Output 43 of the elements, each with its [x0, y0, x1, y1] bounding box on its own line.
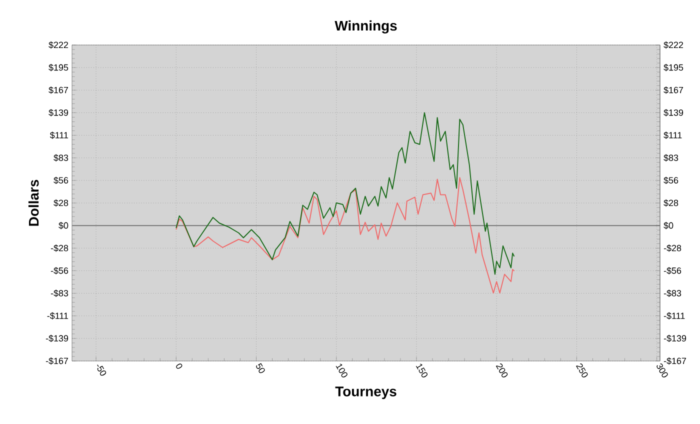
- y-tick-label: $83: [54, 154, 68, 162]
- y-tick-label: -$167: [46, 357, 68, 365]
- y2-tick-label: -$167: [664, 357, 686, 365]
- y2-tick-label: $195: [664, 64, 684, 72]
- y-tick-label: $28: [54, 199, 68, 207]
- line-series: [176, 177, 515, 294]
- x-tick-label: 0: [176, 364, 182, 369]
- x-tick-label: 50: [256, 363, 265, 374]
- y2-tick-label: $222: [664, 41, 684, 49]
- y2-tick-label: $111: [664, 132, 682, 139]
- x-tick-label: 300: [656, 363, 668, 378]
- x-axis-title: Tourneys: [335, 386, 396, 400]
- x-tick-label: -50: [97, 364, 106, 376]
- y2-tick-label: $0: [664, 222, 674, 230]
- y2-tick-label: -$56: [664, 267, 682, 274]
- y-axis-title: Dollars: [28, 180, 39, 226]
- y2-tick-label: $83: [664, 154, 678, 162]
- y-tick-label: $139: [48, 109, 68, 116]
- chart-title: Winnings: [334, 20, 397, 34]
- x-tick-label: 250: [576, 364, 588, 378]
- y2-tick-label: -$111: [664, 312, 685, 320]
- x-tick-label: 150: [416, 364, 428, 378]
- y2-tick-label: $28: [664, 199, 678, 207]
- x-tick-label: 200: [496, 364, 508, 378]
- y2-tick-label: $167: [664, 86, 684, 94]
- y-tick-label: $56: [54, 176, 68, 184]
- y-tick-label: -$83: [50, 290, 68, 297]
- y-tick-label: -$56: [50, 267, 68, 274]
- y2-tick-label: -$28: [664, 244, 682, 252]
- y-tick-label: -$139: [46, 334, 68, 342]
- y2-tick-label: -$139: [664, 334, 686, 342]
- y-tick-label: -$111: [47, 312, 68, 320]
- y-tick-label: $0: [58, 222, 68, 230]
- line-series: [176, 112, 515, 275]
- y-tick-label: $222: [48, 41, 68, 49]
- y-tick-label: $195: [48, 64, 68, 72]
- y2-tick-label: $139: [664, 109, 684, 116]
- y2-tick-label: $56: [664, 176, 678, 184]
- y2-tick-label: -$83: [664, 290, 682, 297]
- x-tick-label: 100: [336, 364, 348, 378]
- y-tick-label: -$28: [50, 244, 68, 252]
- y-tick-label: $111: [50, 132, 68, 139]
- y-tick-label: $167: [48, 86, 68, 94]
